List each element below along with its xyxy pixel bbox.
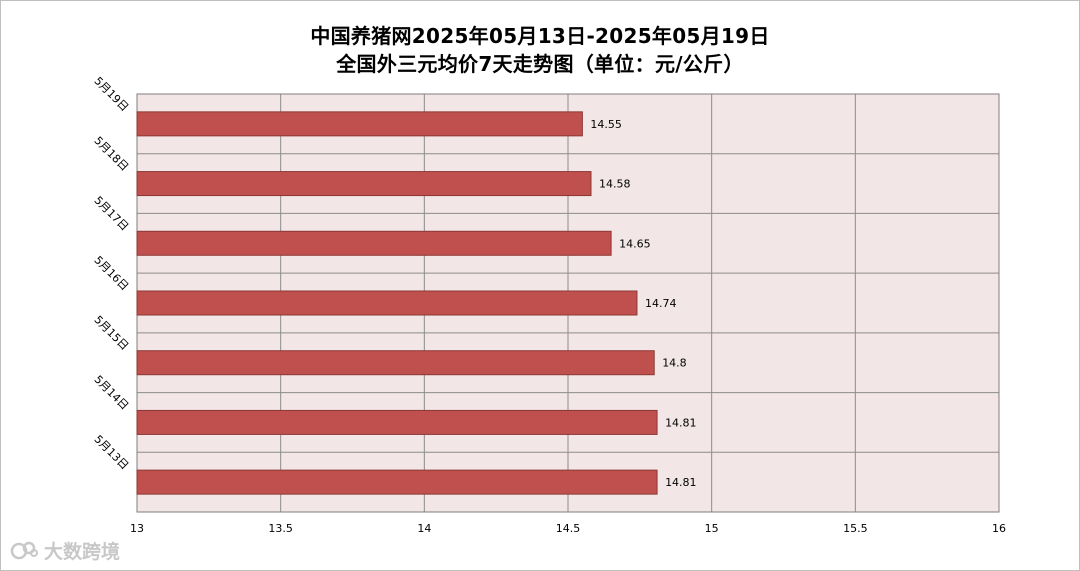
data-label: 14.65 [619, 237, 651, 250]
x-tick-label: 14.5 [556, 522, 581, 535]
data-label: 14.8 [662, 357, 687, 370]
bar [136, 230, 612, 256]
bar [136, 350, 655, 376]
data-label: 14.81 [665, 476, 697, 489]
data-label: 14.81 [665, 416, 697, 429]
y-tick-label: 5月13日 [91, 433, 131, 473]
data-label: 14.55 [590, 118, 622, 131]
x-tick-label: 14 [417, 522, 431, 535]
bar [136, 290, 638, 316]
data-label: 14.58 [599, 178, 631, 191]
y-tick-label: 5月14日 [91, 373, 131, 413]
x-tick-label: 13.5 [268, 522, 293, 535]
y-tick-label: 5月16日 [91, 254, 131, 294]
y-tick-label: 5月18日 [91, 134, 131, 174]
bar [136, 409, 658, 435]
bar [136, 111, 583, 137]
x-tick-label: 16 [992, 522, 1006, 535]
watermark: 大数跨境 [10, 537, 120, 564]
x-tick-label: 13 [130, 522, 144, 535]
data-label: 14.74 [645, 297, 677, 310]
x-tick-label: 15 [705, 522, 719, 535]
y-tick-label: 5月19日 [91, 74, 131, 114]
watermark-text: 大数跨境 [44, 541, 121, 563]
y-tick-label: 5月17日 [91, 194, 131, 234]
x-tick-label: 15.5 [843, 522, 868, 535]
watermark-logo-icon [10, 541, 38, 559]
y-tick-label: 5月15日 [91, 313, 131, 353]
bar [136, 469, 658, 495]
bar [136, 171, 592, 197]
chart-title-line1: 中国养猪网2025年05月13日-2025年05月19日 [310, 24, 770, 48]
chart-title-line2: 全国外三元均价7天走势图（单位：元/公斤） [336, 52, 744, 76]
